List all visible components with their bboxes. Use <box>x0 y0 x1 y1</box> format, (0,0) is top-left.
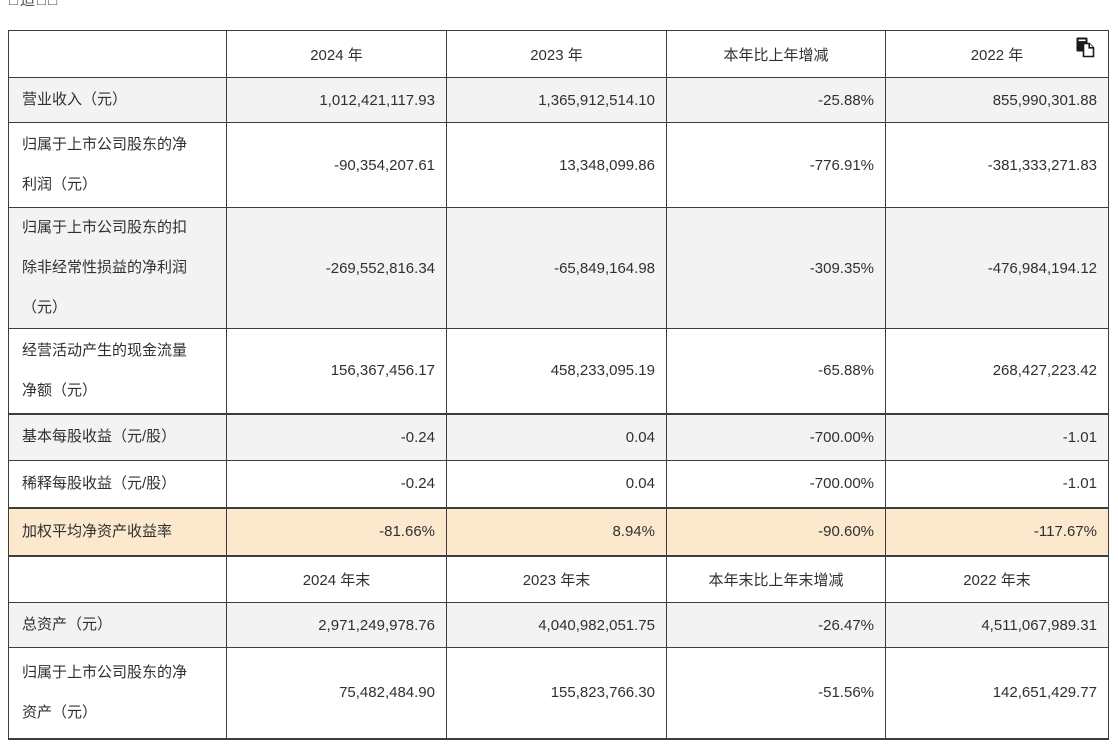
value-yoy: -700.00% <box>666 412 886 461</box>
value-2022: -1.01 <box>885 460 1109 508</box>
value-2022: -476,984,194.12 <box>885 207 1109 329</box>
value-2022: 142,651,429.77 <box>885 647 1109 740</box>
clipped-heading-text: □适□□ <box>9 0 60 9</box>
row-label-line: 稀释每股收益（元/股） <box>22 474 177 492</box>
value-2023: 0.04 <box>446 460 667 508</box>
value-2024: 75,482,484.90 <box>226 647 447 740</box>
value-2024: 156,367,456.17 <box>226 328 447 414</box>
value-yoy: -25.88% <box>666 77 886 123</box>
value-2022: 268,427,223.42 <box>885 328 1109 414</box>
row-label-line: 归属于上市公司股东的净 <box>22 663 188 681</box>
row-diluted-eps: 稀释每股收益（元/股） -0.24 0.04 -700.00% -1.01 <box>8 460 1109 508</box>
row-label: 总资产（元） <box>8 602 227 648</box>
value-2024: -0.24 <box>226 460 447 508</box>
value-yoy: -90.60% <box>666 506 886 556</box>
header-yoy-end: 本年末比上年末增减 <box>666 554 886 603</box>
row-net-profit: 归属于上市公司股东的净 利润（元） -90,354,207.61 13,348,… <box>8 122 1109 208</box>
value-yoy: -309.35% <box>666 207 886 329</box>
value-2024: -0.24 <box>226 412 447 461</box>
value-2023: 4,040,982,051.75 <box>446 602 667 648</box>
value-2023: -65,849,164.98 <box>446 207 667 329</box>
value-2023: 458,233,095.19 <box>446 328 667 414</box>
value-2023: 8.94% <box>446 506 667 556</box>
row-net-assets: 归属于上市公司股东的净 资产（元） 75,482,484.90 155,823,… <box>8 647 1109 740</box>
clipped-heading: □适□□ <box>9 0 1118 9</box>
header-2022: 2022 年 <box>885 30 1109 78</box>
header-2023-end: 2023 年末 <box>446 554 667 603</box>
row-operating-cash-flow: 经营活动产生的现金流量 净额（元） 156,367,456.17 458,233… <box>8 328 1109 414</box>
row-label: 加权平均净资产收益率 <box>8 506 227 556</box>
value-2022: -117.67% <box>885 506 1109 556</box>
value-yoy: -26.47% <box>666 602 886 648</box>
header-2024: 2024 年 <box>226 30 447 78</box>
header-2022-end: 2022 年末 <box>885 554 1109 603</box>
row-label-line: （元） <box>22 299 68 316</box>
value-2024: -269,552,816.34 <box>226 207 447 329</box>
value-yoy: -700.00% <box>666 460 886 508</box>
value-yoy: -776.91% <box>666 122 886 208</box>
header-2022-label: 2022 年 <box>970 46 1024 64</box>
value-2024: -81.66% <box>226 506 447 556</box>
row-label-line: 净额（元） <box>22 381 98 399</box>
row-revenue: 营业收入（元） 1,012,421,117.93 1,365,912,514.1… <box>8 77 1109 123</box>
value-2023: 0.04 <box>446 412 667 461</box>
financial-summary-table: 2024 年 2023 年 本年比上年增减 2022 年 营业收入（元） 1,0… <box>8 30 1109 740</box>
header-2024-end: 2024 年末 <box>226 554 447 603</box>
value-2023: 155,823,766.30 <box>446 647 667 740</box>
value-yoy: -51.56% <box>666 647 886 740</box>
row-label: 归属于上市公司股东的扣 除非经常性损益的净利润 （元） <box>8 207 227 329</box>
header-row-annual: 2024 年 2023 年 本年比上年增减 2022 年 <box>8 30 1109 78</box>
row-label: 营业收入（元） <box>8 77 227 123</box>
row-label-line: 归属于上市公司股东的净 <box>22 136 188 153</box>
row-label-line: 基本每股收益（元/股） <box>22 428 177 446</box>
row-total-assets: 总资产（元） 2,971,249,978.76 4,040,982,051.75… <box>8 602 1109 648</box>
header-2023: 2023 年 <box>446 30 667 78</box>
value-2022: -1.01 <box>885 412 1109 461</box>
row-label-line: 利润（元） <box>22 176 98 193</box>
row-label: 归属于上市公司股东的净 资产（元） <box>8 647 227 740</box>
row-label-line: 归属于上市公司股东的扣 <box>22 219 188 236</box>
value-2024: -90,354,207.61 <box>226 122 447 208</box>
row-label-line: 资产（元） <box>22 703 98 721</box>
row-basic-eps: 基本每股收益（元/股） -0.24 0.04 -700.00% -1.01 <box>8 412 1109 461</box>
row-label-line: 加权平均净资产收益率 <box>22 522 173 540</box>
header-empty-cell <box>8 30 227 78</box>
header-yoy: 本年比上年增减 <box>666 30 886 78</box>
row-label-line: 总资产（元） <box>22 616 113 633</box>
row-label-line: 经营活动产生的现金流量 <box>22 341 188 359</box>
value-2023: 13,348,099.86 <box>446 122 667 208</box>
row-label: 经营活动产生的现金流量 净额（元） <box>8 328 227 414</box>
value-2024: 2,971,249,978.76 <box>226 602 447 648</box>
value-2022: -381,333,271.83 <box>885 122 1109 208</box>
header-empty-cell <box>8 554 227 603</box>
value-yoy: -65.88% <box>666 328 886 414</box>
row-label-line: 除非经常性损益的净利润 <box>22 259 188 276</box>
row-deducted-net-profit: 归属于上市公司股东的扣 除非经常性损益的净利润 （元） -269,552,816… <box>8 207 1109 329</box>
value-2023: 1,365,912,514.10 <box>446 77 667 123</box>
value-2022: 855,990,301.88 <box>885 77 1109 123</box>
header-row-year-end: 2024 年末 2023 年末 本年末比上年末增减 2022 年末 <box>8 554 1109 603</box>
row-label-line: 营业收入（元） <box>22 91 128 108</box>
value-2022: 4,511,067,989.31 <box>885 602 1109 648</box>
row-label: 基本每股收益（元/股） <box>8 412 227 461</box>
row-label: 稀释每股收益（元/股） <box>8 460 227 508</box>
row-weighted-roe: 加权平均净资产收益率 -81.66% 8.94% -90.60% -117.67… <box>8 506 1109 556</box>
row-label: 归属于上市公司股东的净 利润（元） <box>8 122 227 208</box>
value-2024: 1,012,421,117.93 <box>226 77 447 123</box>
copy-icon[interactable] <box>1074 36 1096 58</box>
